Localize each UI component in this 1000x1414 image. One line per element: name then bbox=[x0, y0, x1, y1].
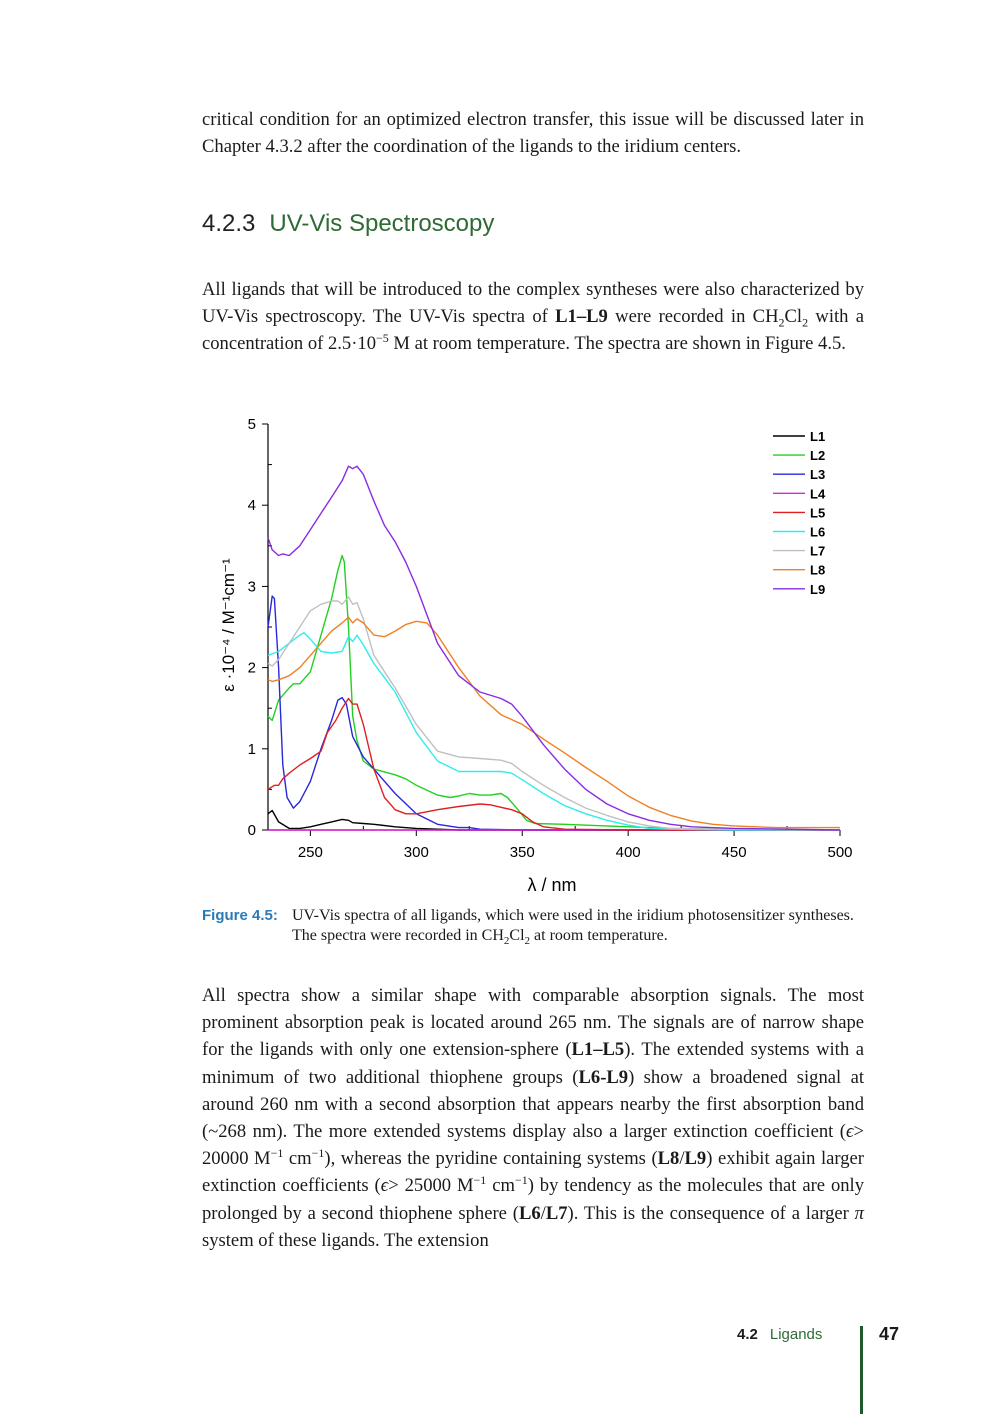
running-footer: 4.2 Ligands bbox=[737, 1326, 822, 1343]
caption-part: Cl bbox=[509, 927, 525, 944]
text-run: ) show a broadened signal at around 260 … bbox=[202, 1066, 864, 1143]
text-run: All spectra show a similar shape with co… bbox=[202, 985, 864, 1061]
paragraph-discussion: All spectra show a similar shape with co… bbox=[202, 982, 864, 1254]
y-tick-label: 2 bbox=[248, 660, 256, 677]
series-l7-line bbox=[267, 596, 841, 831]
text-run: ). This is the consequence of a larger bbox=[567, 1202, 855, 1224]
footer-section-title: Ligands bbox=[769, 1326, 823, 1343]
y-tick-label: 0 bbox=[248, 822, 256, 839]
text-run: ϵ bbox=[380, 1175, 389, 1197]
text-run: −1 bbox=[270, 1146, 284, 1161]
text-run: All ligands that will be introduced to t… bbox=[202, 279, 864, 328]
text-run: L1–L9 bbox=[555, 306, 608, 328]
text-run: L9 bbox=[684, 1148, 707, 1170]
text-run: −1 bbox=[514, 1173, 528, 1188]
series-l3-line bbox=[267, 595, 840, 831]
text-run: ) exhibit again larger extinction coeffi… bbox=[202, 1148, 864, 1197]
text-run: −5 bbox=[376, 331, 389, 346]
y-axis-label: ε ·10⁻⁴ / M⁻¹cm⁻¹ bbox=[219, 558, 238, 692]
text-run: ϵ bbox=[846, 1121, 854, 1143]
legend-label: L4 bbox=[810, 486, 826, 501]
text-run: ) by tendency as the molecules that are … bbox=[202, 1175, 864, 1224]
y-tick-label: 1 bbox=[248, 741, 256, 758]
text-run: −1 bbox=[311, 1146, 325, 1161]
text-run: ), whereas the pyridine containing syste… bbox=[324, 1148, 658, 1170]
text-run: > 20000 M bbox=[202, 1121, 864, 1170]
x-tick-label: 300 bbox=[404, 844, 429, 861]
caption-part: at room temperature. bbox=[530, 927, 668, 944]
y-tick-label: 4 bbox=[248, 497, 256, 514]
caption-part: UV-Vis spectra of all ligands, which wer… bbox=[292, 907, 854, 944]
x-tick-label: 250 bbox=[298, 844, 323, 861]
text-run: cm bbox=[283, 1148, 312, 1170]
legend-label: L5 bbox=[810, 505, 825, 520]
footer-divider bbox=[860, 1326, 863, 1414]
text-run: > 25000 M bbox=[388, 1175, 474, 1197]
text-run: L6-L9 bbox=[578, 1066, 629, 1088]
section-heading: 4.2.3 UV-Vis Spectroscopy bbox=[202, 210, 494, 238]
page-number: 47 bbox=[879, 1324, 900, 1344]
y-tick-label: 5 bbox=[248, 416, 256, 433]
text-run: Cl bbox=[784, 306, 803, 328]
series-l8-line bbox=[267, 616, 840, 829]
text-run: / bbox=[679, 1148, 685, 1170]
x-tick-label: 450 bbox=[722, 844, 747, 861]
text-run: ). The extended systems with a minimum o… bbox=[202, 1039, 864, 1088]
section-title: UV-Vis Spectroscopy bbox=[269, 210, 495, 237]
text-run: L7 bbox=[545, 1202, 568, 1224]
text-run: / bbox=[540, 1202, 546, 1224]
legend-label: L2 bbox=[810, 448, 825, 463]
figure-caption: Figure 4.5: UV-Vis spectra of all ligand… bbox=[202, 906, 882, 948]
series-l2-line bbox=[267, 554, 841, 831]
x-tick-label: 350 bbox=[510, 844, 535, 861]
section-number: 4.2.3 bbox=[202, 210, 256, 237]
text-run: 2 bbox=[778, 315, 785, 330]
caption-text: UV-Vis spectra of all ligands, which wer… bbox=[292, 906, 882, 948]
paragraph-intro: critical condition for an optimized elec… bbox=[202, 106, 864, 160]
text-run: L8 bbox=[657, 1148, 680, 1170]
text-run: M at room temperature. The spectra are s… bbox=[388, 333, 846, 355]
series-l9-line bbox=[267, 465, 841, 831]
text-run: π bbox=[854, 1202, 864, 1224]
series-l5-line bbox=[267, 697, 840, 831]
paragraph-uvvis-method: All ligands that will be introduced to t… bbox=[202, 276, 864, 358]
legend-label: L7 bbox=[810, 544, 825, 559]
text-run: system of these ligands. The extension bbox=[202, 1229, 489, 1251]
text-run: critical condition for an optimized elec… bbox=[202, 109, 864, 158]
legend-label: L6 bbox=[810, 525, 825, 540]
x-tick-label: 500 bbox=[827, 844, 852, 861]
x-axis-label: λ / nm bbox=[527, 875, 576, 895]
text-run: L6 bbox=[518, 1202, 541, 1224]
text-run: −1 bbox=[473, 1173, 487, 1188]
figure-label: Figure 4.5: bbox=[202, 907, 278, 924]
legend-label: L8 bbox=[810, 563, 825, 578]
text-run: L1–L5 bbox=[571, 1039, 625, 1061]
legend-label: L9 bbox=[810, 582, 825, 597]
y-tick-label: 3 bbox=[248, 578, 256, 595]
caption-sub: 2 bbox=[524, 935, 531, 948]
footer-section-number: 4.2 bbox=[737, 1326, 758, 1343]
uvvis-chart: 250 300 350 400 450 500 0 1 2 3 4 5 λ / nm ε ·10⁻⁴ / … bbox=[219, 416, 853, 895]
text-run: were recorded in CH bbox=[607, 306, 779, 328]
series-l6-line bbox=[267, 631, 840, 831]
caption-sub: 2 bbox=[503, 935, 510, 948]
text-run: cm bbox=[486, 1175, 515, 1197]
text-run: 2 bbox=[802, 315, 809, 330]
text-run: with a concentration of 2.5·10 bbox=[202, 306, 865, 355]
legend-label: L1 bbox=[810, 429, 825, 444]
legend-label: L3 bbox=[810, 467, 825, 482]
x-tick-label: 400 bbox=[616, 844, 641, 861]
